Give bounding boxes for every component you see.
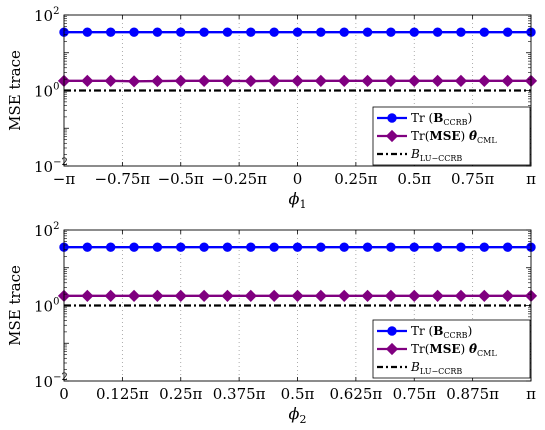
data-point-ccrb [480,243,488,251]
data-point-ccrb [433,28,441,36]
x-tick-label: 0.375π [213,385,266,403]
data-point-ccrb [387,28,395,36]
y-tick-label: 100 [34,297,59,316]
data-point-ccrb [130,243,138,251]
x-tick-label: 0.875π [446,385,499,403]
data-point-ccrb [363,28,371,36]
data-point-ccrb [457,28,465,36]
data-point-ccrb [270,28,278,36]
y-tick-label: 102 [34,221,59,240]
data-point-ccrb [317,243,325,251]
data-point-ccrb [177,28,185,36]
chart-panel-2: 0 0.125π 0.25π 0.375π 0.5π 0.625π 0.75π 0.875π π… [6,221,536,425]
x-tick-label: −0.5π [158,170,204,188]
x-tick-label: π [526,170,536,188]
data-point-ccrb [410,28,418,36]
y-tick-label: 100 [34,82,59,101]
data-point-ccrb [247,243,255,251]
data-point-ccrb [200,243,208,251]
data-point-ccrb [387,243,395,251]
x-tick-label: −π [53,170,76,188]
data-point-ccrb [107,28,115,36]
data-point-ccrb [480,28,488,36]
x-axis-label: ϕ1 [289,189,307,211]
data-point-ccrb [340,243,348,251]
data-point-ccrb [363,243,371,251]
x-tick-label: 0.625π [329,385,382,403]
x-tick-label: 0 [59,385,69,403]
data-point-ccrb [130,28,138,36]
data-point-ccrb [223,28,231,36]
legend-marker-ccrb [388,114,396,122]
data-point-ccrb [503,28,511,36]
data-point-ccrb [200,28,208,36]
data-point-ccrb [293,243,301,251]
data-point-ccrb [293,28,301,36]
y-axis-label: MSE trace [6,50,24,131]
data-point-ccrb [177,243,185,251]
data-point-ccrb [270,243,278,251]
y-axis-label: MSE trace [6,265,24,346]
x-tick-label: 0.25π [159,385,202,403]
x-tick-label: 0.75π [451,170,494,188]
data-point-ccrb [433,243,441,251]
x-tick-label: π [526,385,536,403]
data-point-ccrb [153,243,161,251]
data-point-ccrb [340,28,348,36]
data-point-ccrb [410,243,418,251]
data-point-ccrb [317,28,325,36]
x-tick-label: 0 [293,170,303,188]
data-point-ccrb [83,28,91,36]
x-tick-label: 0.75π [393,385,436,403]
data-point-ccrb [457,243,465,251]
x-tick-label: −0.75π [94,170,150,188]
x-tick-label: 0.25π [334,170,377,188]
data-point-ccrb [107,243,115,251]
x-tick-label: 0.5π [281,385,315,403]
data-point-ccrb [503,243,511,251]
data-point-ccrb [223,243,231,251]
data-point-ccrb [247,28,255,36]
data-point-ccrb [83,243,91,251]
legend-marker-ccrb [388,327,396,335]
y-tick-label: 102 [34,6,59,25]
x-tick-label: 0.125π [96,385,149,403]
x-tick-label: −0.25π [211,170,267,188]
data-point-ccrb [153,28,161,36]
x-tick-label: 0.5π [397,170,431,188]
x-axis-label: ϕ2 [289,404,307,425]
